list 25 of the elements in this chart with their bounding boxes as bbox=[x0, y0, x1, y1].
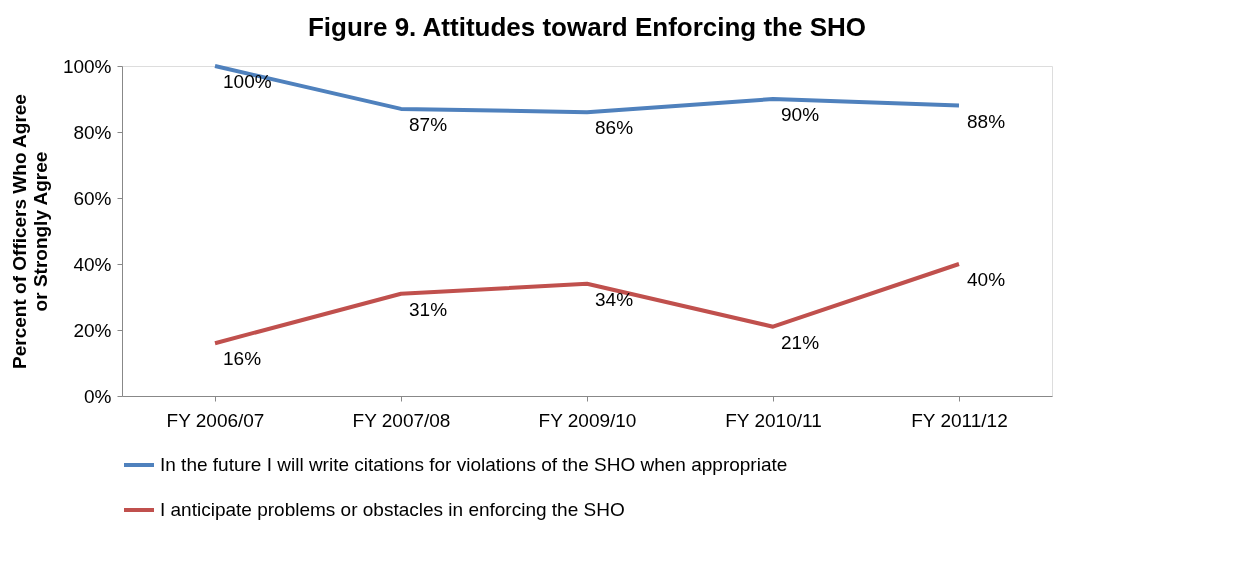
legend-label: In the future I will write citations for violations of the SHO when appropriate bbox=[160, 454, 788, 475]
x-tick-label: FY 2010/11 bbox=[725, 409, 822, 431]
x-tick-label: FY 2006/07 bbox=[166, 409, 265, 431]
data-label: 31% bbox=[409, 298, 448, 320]
y-tick-label: 0% bbox=[84, 385, 112, 407]
data-label: 88% bbox=[967, 110, 1006, 132]
y-axis-title: Percent of Officers Who Agree or Strongly Agree bbox=[8, 94, 51, 369]
data-label: 90% bbox=[781, 104, 820, 125]
y-tick-label: 60% bbox=[73, 187, 112, 209]
x-tick-label: FY 2009/10 bbox=[538, 409, 637, 431]
data-label: 87% bbox=[409, 113, 448, 135]
chart-title: Figure 9. Attitudes toward Enforcing the SHO bbox=[307, 12, 867, 42]
data-label: 21% bbox=[781, 331, 820, 353]
y-tick-label: 100% bbox=[62, 55, 112, 77]
data-label: 40% bbox=[967, 269, 1006, 290]
x-tick-label: FY 2011/12 bbox=[911, 409, 1008, 431]
data-label: 16% bbox=[223, 348, 262, 370]
y-tick-label: 20% bbox=[73, 319, 112, 341]
data-label: 34% bbox=[595, 288, 634, 310]
data-label: 86% bbox=[595, 117, 634, 139]
legend-label: I anticipate problems or obstacles in enforcing the SHO bbox=[160, 499, 625, 520]
y-tick-label: 40% bbox=[73, 253, 112, 275]
data-label: 100% bbox=[223, 71, 272, 92]
y-tick-label: 80% bbox=[73, 121, 112, 143]
x-tick-label: FY 2007/08 bbox=[352, 409, 451, 431]
